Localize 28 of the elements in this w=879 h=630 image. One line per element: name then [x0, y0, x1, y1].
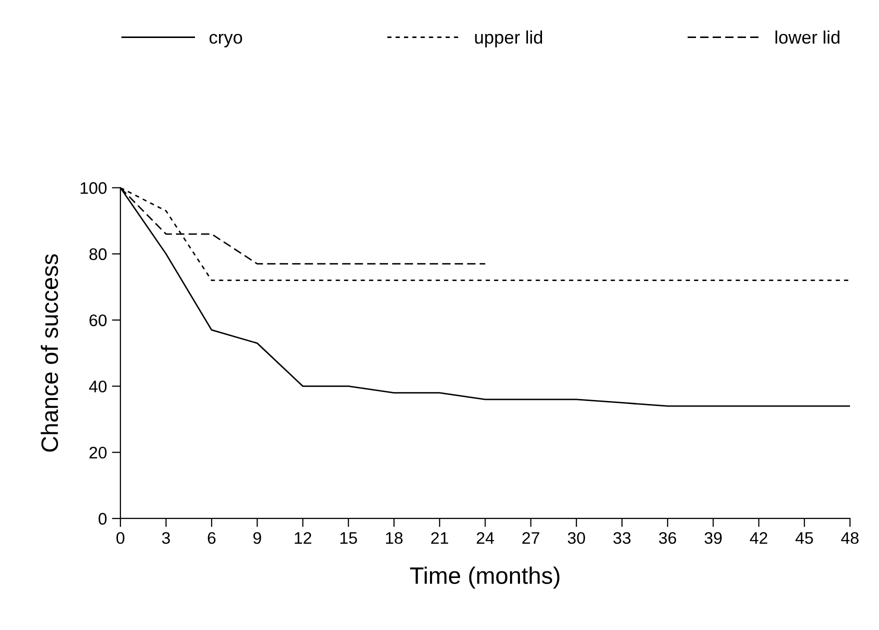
legend-label: lower lid	[776, 30, 840, 44]
y-tick-label: 80	[89, 248, 107, 260]
x-tick-label: 45	[796, 532, 813, 544]
legend-label: cryo	[210, 34, 242, 48]
y-tick-label: 100	[80, 182, 107, 194]
x-tick-label: 30	[568, 532, 586, 544]
x-tick-label: 21	[431, 532, 448, 544]
y-tick-label: 0	[98, 512, 107, 525]
x-tick-label: 0	[116, 532, 124, 544]
x-tick-label: 9	[253, 532, 262, 544]
x-tick-label: 3	[162, 532, 170, 544]
x-tick-label: 48	[841, 532, 859, 544]
y-tick-label: 60	[90, 314, 107, 326]
x-tick-label: 39	[704, 532, 722, 544]
x-tick-label: 24	[476, 532, 494, 544]
y-tick-label: 40	[89, 380, 107, 392]
x-tick-label: 18	[386, 532, 403, 544]
x-tick-label: 6	[208, 532, 216, 544]
x-axis-title: Time (months)	[410, 566, 560, 589]
x-tick-label: 15	[340, 532, 357, 544]
y-axis-title: Chance of success	[40, 254, 58, 452]
x-tick-label: 12	[294, 532, 312, 544]
x-tick-label: 36	[658, 532, 676, 544]
x-tick-label: 42	[750, 532, 768, 544]
x-tick-label: 33	[613, 532, 631, 544]
y-tick-label: 20	[90, 446, 107, 459]
legend-label: upper lid	[475, 30, 542, 48]
x-tick-label: 27	[522, 532, 540, 544]
